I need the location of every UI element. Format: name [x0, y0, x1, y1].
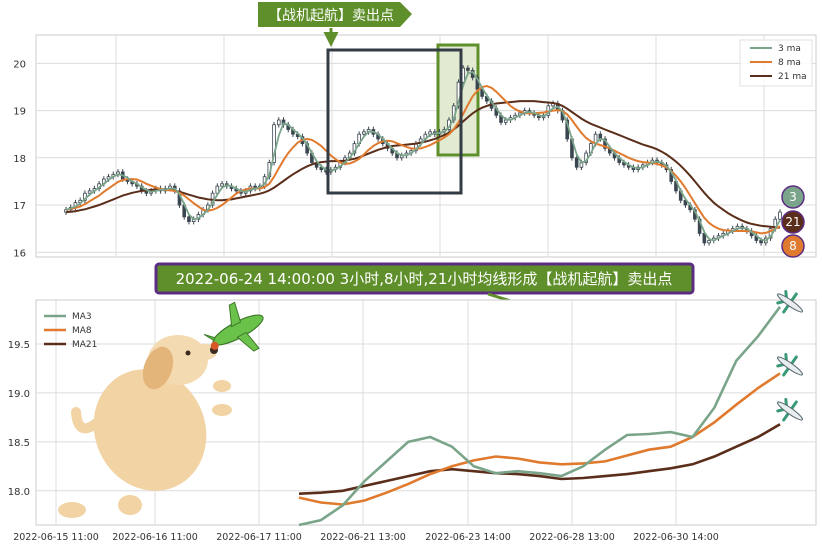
- signal-banner-shape: [258, 2, 412, 27]
- bottom-y-tick-label: 19.0: [8, 389, 30, 400]
- ma8-badge-label: 8: [789, 239, 797, 253]
- candle-body: [220, 183, 224, 187]
- candle-body: [759, 240, 763, 244]
- top-line-ma8: [65, 84, 781, 235]
- zoom-region-box: [326, 48, 463, 195]
- candle-body: [503, 119, 508, 123]
- airplane-icon: [776, 398, 803, 422]
- bottom-y-tick-label: 19.5: [8, 340, 30, 351]
- airplane-icon: [776, 290, 803, 314]
- signal-banner-text: 【战机起航】卖出点: [268, 8, 394, 24]
- bottom-line-MA3: [298, 306, 782, 527]
- bottom-x-tick-label: 2022-06-30 14:00: [633, 532, 719, 543]
- signal-title: 2022-06-24 14:00:00 3小时,8小时,21小时均线形成【战机起…: [154, 262, 695, 314]
- bottom-line-MA8: [298, 372, 781, 506]
- bottom-y-tick-labels: 19.5 19.0 18.5 18.0: [8, 340, 30, 498]
- legend-label-8ma: 8 ma: [778, 58, 801, 68]
- candle-body: [574, 157, 579, 168]
- ma8-badge: [781, 234, 805, 258]
- legend-label-3ma: 3 ma: [778, 44, 801, 54]
- bottom-x-tick-label: 2022-06-16 11:00: [112, 532, 198, 543]
- bottom-chart-panel: 19.519.018.518.0 2022-06-15 11:00 2022-06…: [8, 290, 817, 543]
- candle-body: [778, 211, 782, 220]
- top-y-tick-label: 19: [13, 107, 26, 118]
- candle-body: [187, 216, 191, 222]
- top-y-tick-label: 18: [13, 154, 26, 165]
- candle-body: [272, 124, 276, 163]
- top-chart-panel: 20 19 18 17 16 3 ma 8 ma 21 ma 3 21 8: [13, 34, 817, 259]
- bottom-legend: MA3 MA8 MA21: [44, 312, 97, 350]
- airplane-icon: [776, 353, 803, 377]
- candle-body: [707, 240, 711, 244]
- bottom-line-MA21: [298, 423, 781, 495]
- top-legend: 3 ma 8 ma 21 ma: [739, 39, 813, 87]
- top-y-tick-label: 16: [13, 248, 26, 259]
- dog-with-toy-plane-illustration: [58, 301, 264, 518]
- ma3-badge-label: 3: [789, 190, 797, 204]
- ma-badges: 3 21 8: [781, 185, 805, 258]
- top-y-tick-labels: 20 19 18 17 16: [13, 59, 26, 259]
- ma21-badge: [781, 210, 805, 234]
- bottom-ma-lines: [298, 306, 782, 527]
- ma21-badge-label: 21: [785, 215, 800, 229]
- bottom-x-tick-label: 2022-06-17 11:00: [216, 532, 302, 543]
- top-ma-lines: [65, 70, 781, 242]
- bottom-x-tick-label: 2022-06-15 11:00: [13, 532, 99, 543]
- ma3-badge: [781, 185, 805, 209]
- signal-banner: 【战机起航】卖出点: [258, 2, 412, 47]
- bottom-y-tick-label: 18.0: [8, 487, 30, 498]
- bottom-x-tick-label: 2022-06-21 13:00: [320, 532, 406, 543]
- legend-label-MA3: MA3: [72, 312, 92, 322]
- candle-body: [466, 67, 470, 71]
- legend-label-MA8: MA8: [72, 326, 92, 336]
- bottom-x-tick-label: 2022-06-23 14:00: [425, 532, 511, 543]
- candle-body: [87, 190, 92, 194]
- candle-body: [362, 131, 366, 135]
- signal-title-text: 2022-06-24 14:00:00 3小时,8小时,21小时均线形成【战机起…: [176, 270, 673, 288]
- candle-body: [276, 119, 281, 126]
- top-y-tick-label: 17: [13, 201, 26, 212]
- bottom-y-tick-label: 18.5: [8, 438, 30, 449]
- bottom-x-tick-labels: 2022-06-15 11:00 2022-06-16 11:00 2022-06-…: [13, 532, 719, 543]
- top-y-tick-label: 20: [13, 59, 26, 70]
- top-line-ma3: [65, 70, 781, 242]
- legend-label-MA21: MA21: [72, 340, 97, 350]
- signal-title-box: [154, 262, 695, 295]
- legend-label-21ma: 21 ma: [778, 72, 807, 82]
- bottom-x-tick-label: 2022-06-28 13:00: [529, 532, 615, 543]
